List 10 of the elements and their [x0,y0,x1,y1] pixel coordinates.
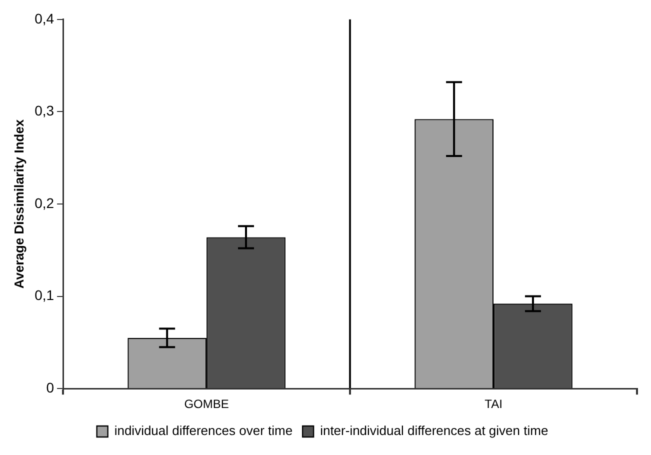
y-tick-label: 0,1 [34,287,54,304]
legend-label: individual differences over time [114,423,293,438]
y-tick-label: 0,4 [34,10,54,26]
y-tick-label: 0,2 [34,194,54,211]
x-tick-label: GOMBE [184,397,229,412]
legend-label: inter-individual differences at given time [320,423,548,438]
y-axis-title: Average Dissimilarity Index [11,118,26,289]
y-tick-label: 0,3 [34,102,54,119]
x-tick-label: TAI [484,397,502,412]
y-tick-label: 0 [46,379,54,396]
